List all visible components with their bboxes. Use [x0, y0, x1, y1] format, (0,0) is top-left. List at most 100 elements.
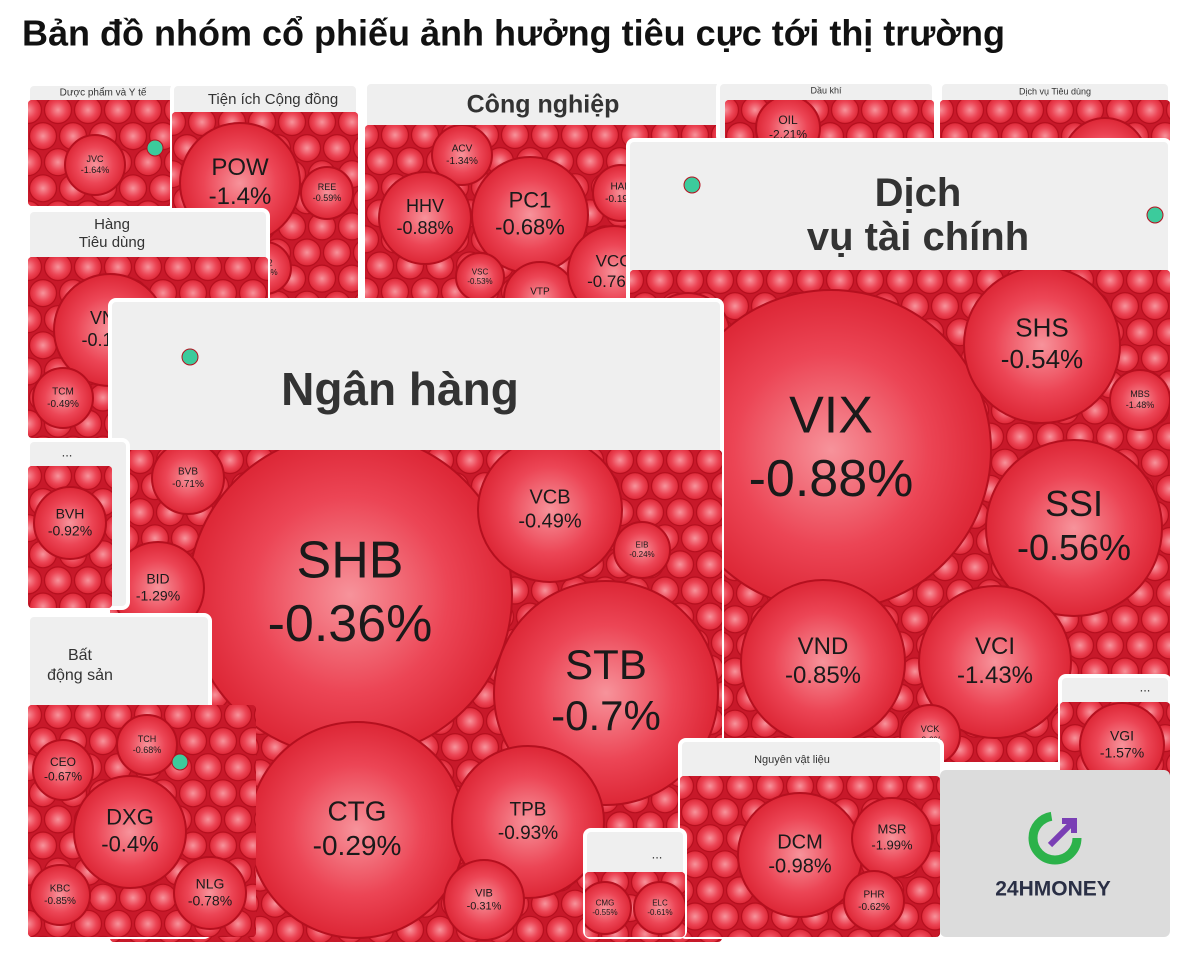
stock-cell — [585, 881, 632, 935]
cell-filler — [307, 264, 337, 293]
cell-filler — [28, 174, 58, 203]
cell-filler — [875, 122, 905, 142]
stock-ticker: VIX — [789, 387, 873, 445]
cell-filler — [200, 941, 230, 942]
stock-ticker: CTG — [327, 796, 386, 827]
cell-filler — [238, 779, 256, 808]
stock-ticker: VSC — [472, 267, 489, 276]
stock-ticker: SHB — [297, 532, 404, 590]
cell-filler — [133, 200, 163, 206]
stock-ticker: OIL — [778, 113, 798, 127]
cell-filler — [238, 831, 256, 860]
cell-filler — [320, 941, 350, 942]
cell-filler — [630, 270, 645, 295]
cell-filler — [710, 941, 722, 942]
cell-filler — [73, 100, 103, 125]
stock-change: -0.54% — [1001, 344, 1083, 374]
cell-filler — [725, 122, 755, 142]
cell-filler — [365, 125, 380, 150]
stock-ticker: VCK — [921, 724, 940, 734]
cell-filler — [28, 831, 58, 860]
stock-change: -0.36% — [268, 595, 433, 653]
sector: TCH-0.68% CEO-0.67% DXG-0.4% KBC-0.85% NLG-0… — [26, 613, 256, 939]
cell-filler — [710, 902, 740, 931]
stock-ticker: VCI — [975, 633, 1015, 660]
cell-filler — [905, 776, 935, 801]
cell-filler — [322, 134, 352, 163]
cell-filler — [193, 257, 223, 282]
stock-change: -0.61% — [647, 908, 672, 917]
stock-ticker: EIB — [636, 540, 649, 549]
sector-cells: DCM -0.98% MSR-1.99% PHR-0.62% — [680, 776, 940, 937]
cell-filler — [875, 928, 905, 937]
cell-filler — [695, 550, 722, 579]
cell-filler — [590, 941, 620, 942]
cell-filler — [133, 257, 163, 282]
sector: BVH-0.92%... — [26, 438, 130, 610]
cell-filler — [1155, 579, 1170, 608]
stock-ticker: BVH — [56, 505, 85, 521]
cell-filler — [1165, 702, 1170, 727]
stock-change: -0.85% — [44, 896, 76, 907]
cell-filler — [28, 909, 43, 937]
cell-filler — [337, 264, 358, 293]
cell-filler — [695, 498, 722, 527]
stock-change: -0.49% — [47, 399, 79, 410]
cell-filler — [172, 112, 187, 137]
cell-filler — [1095, 631, 1125, 660]
cell-filler — [675, 270, 705, 295]
sector-name-line: Dịch — [875, 171, 962, 215]
stock-ticker: ELC — [652, 898, 668, 907]
cell-filler — [845, 122, 875, 142]
stock-cell — [116, 714, 178, 776]
stock-change: -0.19% — [605, 194, 637, 205]
cell-filler — [208, 779, 238, 808]
stock-change: -0.53% — [467, 277, 492, 286]
cell-filler — [875, 776, 905, 801]
cell-filler — [253, 705, 256, 730]
cell-filler — [500, 941, 530, 942]
cell-filler — [935, 876, 940, 905]
stock-change: -0.7% — [551, 692, 661, 739]
cell-filler — [337, 212, 358, 241]
cell-filler — [103, 909, 133, 937]
cell-filler — [178, 726, 208, 756]
cell-filler — [178, 935, 208, 937]
cell-filler — [163, 705, 193, 730]
cell-filler — [705, 270, 735, 295]
sector-cells: BVH-0.92% — [28, 466, 112, 608]
cell-filler — [1165, 100, 1170, 125]
cell-filler — [830, 100, 860, 125]
cell-filler — [43, 705, 73, 730]
cell-filler — [440, 732, 470, 762]
stock-cell — [963, 270, 1121, 424]
cell-filler — [253, 909, 256, 937]
cell-filler — [680, 524, 710, 553]
stock-ticker: NLG — [196, 875, 225, 891]
sector: OIL-2.21% Dầu khí — [716, 80, 936, 144]
cell-filler — [88, 935, 118, 937]
cell-filler — [365, 173, 380, 202]
cell-filler — [1140, 292, 1170, 321]
stock-ticker: BID — [146, 570, 169, 586]
cell-filler — [238, 726, 256, 756]
stock-ticker: BVB — [178, 467, 198, 478]
sector-name-line: vụ tài chính — [807, 215, 1029, 259]
cell-filler — [590, 125, 620, 150]
stock-change: -1.4% — [209, 183, 272, 210]
cell-filler — [1125, 270, 1155, 295]
sector: DCM -0.98% MSR-1.99% PHR-0.62% Nguyên vật li… — [678, 738, 944, 939]
stock-ticker: KBC — [50, 884, 71, 895]
sector-name: ... — [1140, 679, 1151, 694]
cell-filler — [58, 935, 88, 937]
cell-filler — [365, 225, 380, 254]
cell-filler — [73, 566, 103, 595]
accent-cell — [181, 348, 199, 366]
cell-filler — [103, 100, 133, 125]
cell-filler — [650, 941, 680, 942]
stock-ticker: VIB — [475, 887, 493, 899]
cell-filler — [238, 935, 256, 937]
cell-filler — [223, 705, 253, 730]
cell-filler — [307, 112, 337, 137]
